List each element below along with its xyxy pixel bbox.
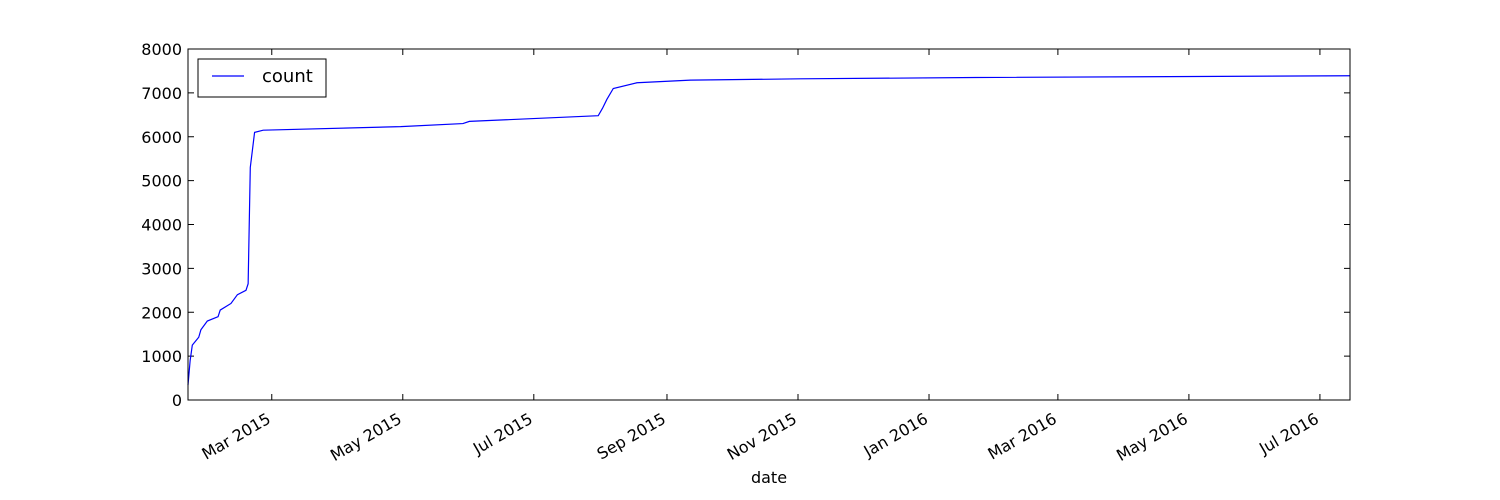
y-tick-label: 0 [172, 391, 182, 410]
x-tick-label: Jul 2015 [469, 409, 536, 459]
x-tick-label: Sep 2015 [594, 409, 669, 463]
y-tick-label: 3000 [141, 259, 182, 278]
x-tick-label: Jan 2016 [860, 409, 931, 461]
y-tick-label: 7000 [141, 84, 182, 103]
plot-area [188, 49, 1350, 400]
legend-box [197, 58, 327, 98]
x-tick-label: Jul 2016 [1255, 409, 1322, 459]
y-tick-label: 6000 [141, 128, 182, 147]
axes-frame [187, 48, 1351, 401]
x-tick-label: Mar 2016 [985, 409, 1060, 463]
x-tick-label: May 2015 [327, 409, 405, 465]
legend-label: count [262, 66, 313, 87]
x-tick-label: Nov 2015 [724, 409, 800, 464]
y-tick-label: 2000 [141, 303, 182, 322]
line [187, 75, 1351, 386]
y-tick-label: 4000 [141, 216, 182, 235]
x-axis-label: date [751, 468, 787, 487]
y-tick-label: 5000 [141, 172, 182, 191]
y-tick-label: 1000 [141, 347, 182, 366]
x-tick-label: Mar 2015 [198, 409, 273, 463]
legend: count [197, 58, 327, 98]
y-tick-label: 8000 [141, 40, 182, 59]
x-tick-label: May 2016 [1113, 409, 1191, 465]
